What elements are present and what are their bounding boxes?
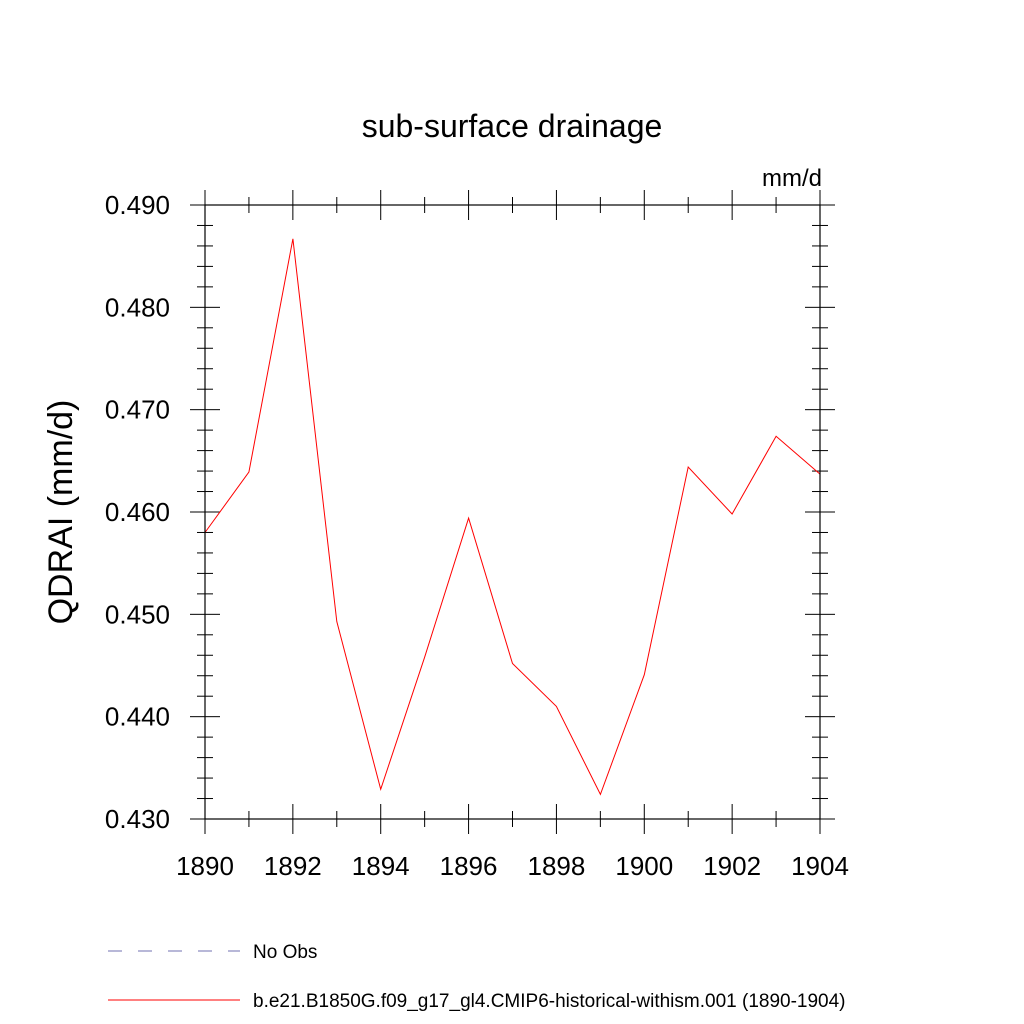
plot-frame — [204, 204, 821, 820]
y-tick-label: 0.440 — [105, 702, 170, 732]
x-tick-label: 1900 — [615, 851, 673, 881]
x-tick-label: 1896 — [440, 851, 498, 881]
chart-title: sub-surface drainage — [362, 108, 663, 144]
x-tick-label: 1894 — [352, 851, 410, 881]
axis-ticks — [190, 190, 835, 834]
series-line — [204, 238, 821, 796]
y-axis-label: QDRAI (mm/d) — [42, 400, 80, 625]
series-layer — [204, 238, 821, 796]
y-tick-label: 0.480 — [105, 292, 170, 322]
y-tick-label: 0.460 — [105, 497, 170, 527]
x-tick-label: 1890 — [176, 851, 234, 881]
x-tick-label: 1902 — [703, 851, 761, 881]
legend-label: No Obs — [253, 942, 317, 963]
y-tick-label: 0.430 — [105, 804, 170, 834]
legend-label: b.e21.B1850G.f09_g17_gl4.CMIP6-historica… — [253, 991, 846, 1012]
legend: No Obs b.e21.B1850G.f09_g17_gl4.CMIP6-his… — [108, 942, 846, 1012]
x-tick-label: 1898 — [528, 851, 586, 881]
x-tick-label: 1904 — [791, 851, 849, 881]
y-tick-labels: 0.430 0.440 0.450 0.460 0.470 0.480 0.490 — [105, 190, 170, 834]
y-tick-label: 0.470 — [105, 395, 170, 425]
x-tick-label: 1892 — [264, 851, 322, 881]
y-tick-label: 0.450 — [105, 599, 170, 629]
x-tick-labels: 1890 1892 1894 1896 1898 1900 1902 1904 — [176, 851, 849, 881]
units-label: mm/d — [762, 165, 822, 192]
y-tick-label: 0.490 — [105, 190, 170, 220]
